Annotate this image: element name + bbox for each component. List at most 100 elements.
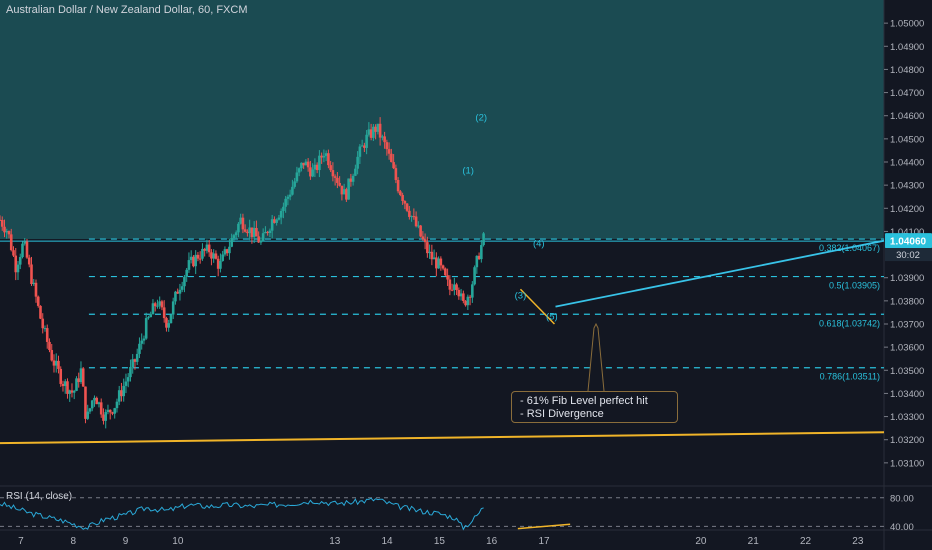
candle-body — [149, 314, 152, 318]
time-tick-label: 13 — [329, 536, 341, 547]
candle-body — [333, 176, 337, 178]
candle-body — [77, 378, 81, 383]
candle-body — [257, 236, 260, 243]
candle-body — [59, 368, 63, 384]
candle-body — [189, 256, 193, 261]
candle-body — [133, 359, 137, 362]
candle-body — [63, 381, 67, 387]
candle-body — [39, 305, 42, 319]
candle-body — [399, 191, 402, 195]
candle-body — [115, 401, 119, 409]
candle-body — [16, 264, 20, 273]
candle-body — [3, 226, 6, 233]
candle-body — [387, 149, 391, 154]
candle-body — [293, 181, 296, 187]
candle-body — [396, 180, 400, 192]
annotation-callout[interactable]: - 61% Fib Level perfect hit - RSI Diverg… — [511, 391, 678, 423]
candle-body — [237, 223, 240, 233]
candle-body — [473, 267, 476, 285]
candle-body — [318, 155, 321, 171]
candle-body — [439, 258, 443, 266]
candle-body — [144, 318, 148, 339]
price-tick-label: 1.04700 — [890, 88, 924, 99]
candle-body — [304, 161, 308, 166]
price-tick-label: 1.04800 — [890, 65, 924, 76]
candle-body — [27, 257, 31, 265]
candle-body — [81, 368, 85, 387]
countdown-label: 30:02 — [896, 250, 920, 261]
candle-body — [43, 328, 47, 330]
candle-body — [453, 284, 456, 290]
candle-body — [378, 123, 382, 138]
candle-body — [466, 296, 470, 306]
candle-body — [444, 268, 447, 276]
candle-body — [196, 254, 200, 259]
candle-body — [273, 219, 276, 223]
price-tick-label: 1.03500 — [890, 366, 924, 377]
support-trendline — [0, 431, 885, 445]
candle-body — [401, 194, 404, 201]
price-tick-label: 1.03100 — [890, 458, 924, 469]
time-tick-label: 7 — [18, 536, 24, 547]
candle-body — [0, 219, 4, 227]
candle-body — [394, 168, 398, 181]
candle-body — [84, 386, 87, 419]
candle-body — [151, 303, 155, 315]
candle-body — [291, 186, 294, 195]
candle-body — [108, 409, 112, 413]
candle-body — [106, 409, 110, 413]
candle-body — [455, 284, 458, 290]
candle-body — [165, 318, 168, 328]
candle-body — [12, 250, 15, 256]
candle-body — [261, 233, 265, 241]
candle-body — [277, 217, 281, 220]
candle-body — [354, 168, 357, 176]
candle-body — [194, 254, 197, 267]
candle-body — [228, 246, 231, 254]
fib-label-0.786: 0.786(1.03511) — [820, 372, 880, 382]
candle-body — [225, 249, 229, 254]
time-tick-label: 10 — [172, 536, 184, 547]
candle-body — [351, 175, 355, 182]
fib-label-0.5: 0.5(1.03905) — [829, 281, 880, 291]
candle-body — [140, 340, 144, 344]
candle-body — [135, 353, 139, 362]
candle-body — [162, 307, 166, 319]
candle-body — [363, 145, 366, 148]
candle-body — [412, 216, 416, 218]
candle-body — [338, 182, 341, 186]
candle-body — [0, 219, 2, 221]
wave-label: (5) — [546, 311, 558, 322]
time-tick-label: 14 — [382, 536, 394, 547]
candle-body — [275, 219, 278, 223]
wave-label: (1) — [462, 166, 474, 177]
current-price-badge — [885, 233, 932, 249]
candle-body — [462, 293, 465, 301]
candle-body — [18, 257, 22, 265]
current-price-label: 1.04060 — [890, 237, 927, 248]
candle-body — [295, 172, 299, 182]
candle-body — [482, 233, 485, 246]
time-tick-label: 8 — [70, 536, 76, 547]
rsi-line — [0, 497, 484, 531]
candle-body — [50, 350, 54, 361]
candle-body — [221, 254, 224, 261]
rsi-level-label: 80.00 — [890, 493, 914, 504]
candle-body — [426, 242, 429, 254]
candle-body — [187, 260, 191, 270]
candle-body — [79, 368, 83, 383]
time-tick-label: 20 — [695, 536, 707, 547]
candle-body — [205, 244, 209, 251]
price-tick-label: 1.03600 — [890, 343, 924, 354]
candle-body — [124, 381, 128, 386]
candle-body — [358, 146, 362, 157]
candle-body — [120, 390, 123, 397]
candle-body — [70, 390, 74, 393]
candle-body — [9, 234, 13, 251]
candle-body — [435, 257, 438, 269]
candle-body — [441, 265, 445, 269]
price-tick-label: 1.04300 — [890, 181, 924, 192]
candle-body — [421, 236, 425, 240]
candle-body — [97, 402, 101, 405]
